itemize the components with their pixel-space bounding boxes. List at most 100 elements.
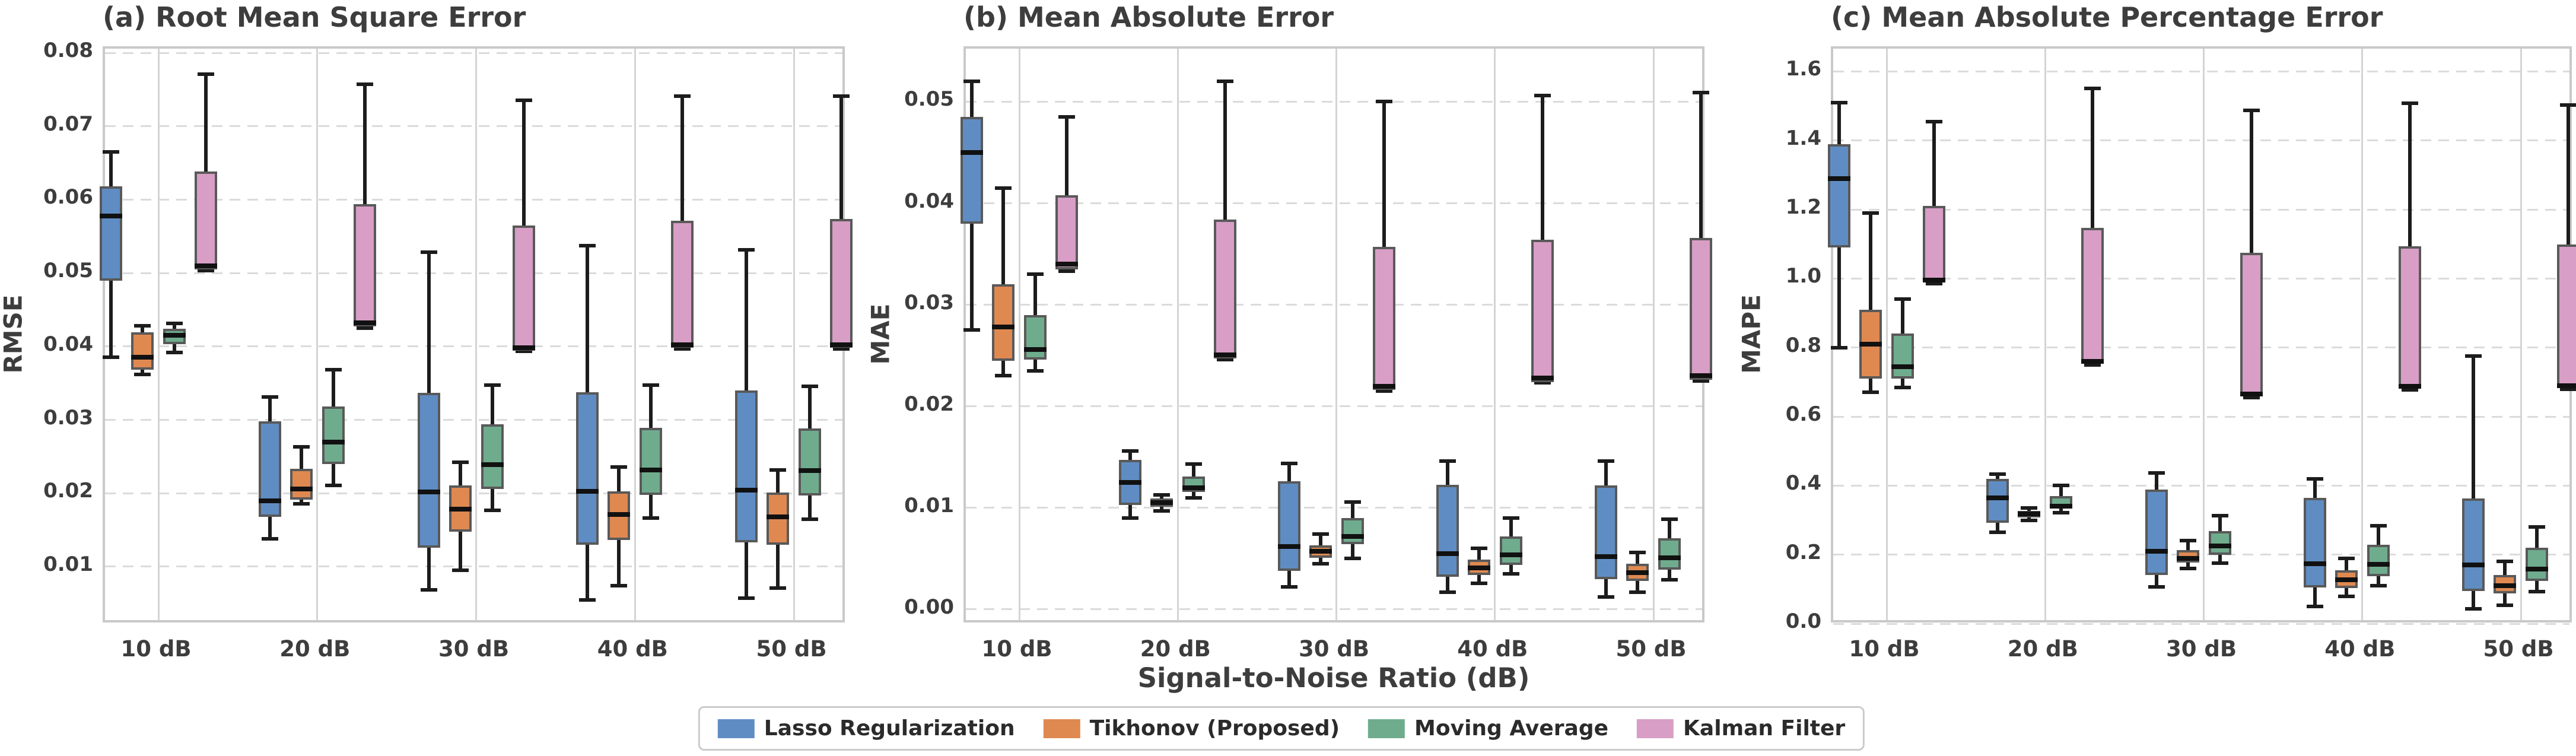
boxplot-a-30db-tikhonov-cap-top: [451, 460, 469, 465]
legend-label-tikhonov: Tikhonov (Proposed): [1089, 716, 1340, 741]
boxplot-c-40db-kalman-box: [2398, 246, 2421, 389]
boxplot-c-20db-tikhonov-median: [2018, 512, 2041, 517]
boxplot-c-10db-lasso-cap-top: [1831, 100, 1847, 104]
h-gridline: [1833, 70, 2569, 72]
y-tick-label: 0.07: [43, 112, 93, 136]
boxplot-a-50db-moving-box: [799, 428, 821, 495]
boxplot-a-30db-lasso-box: [417, 392, 440, 548]
boxplot-a-40db-lasso-cap-top: [579, 244, 596, 248]
boxplot-a-50db-moving-cap-top: [802, 384, 818, 388]
boxplot-b-20db-kalman-cap-top: [1217, 80, 1234, 84]
x-axis-label: Signal-to-Noise Ratio (dB): [1137, 662, 1530, 694]
boxplot-a-20db-lasso-cap-bottom: [261, 536, 278, 541]
boxplot-c-50db-kalman-median: [2557, 383, 2576, 388]
h-gridline: [105, 198, 842, 201]
boxplot-b-30db-lasso-median: [1277, 544, 1300, 549]
boxplot-a-10db-kalman-median: [195, 263, 217, 268]
h-gridline: [966, 304, 1702, 306]
boxplot-c-40db-kalman-cap-top: [2401, 101, 2418, 105]
boxplot-c-50db-moving-cap-bottom: [2529, 589, 2545, 593]
h-gridline: [1833, 277, 2569, 279]
boxplot-a-20db-tikhonov-box: [290, 469, 313, 500]
boxplot-a-30db-kalman-median: [512, 345, 535, 351]
boxplot-c-30db-kalman-cap-top: [2243, 109, 2260, 113]
boxplot-a-30db-moving-median: [481, 462, 504, 467]
boxplot-b-10db-lasso-cap-top: [963, 80, 980, 84]
boxplot-c-40db-tikhonov-median: [2335, 577, 2358, 583]
boxplot-c-20db-moving-cap-bottom: [2053, 510, 2070, 514]
v-gridline: [1885, 49, 1888, 620]
boxplot-c-10db-tikhonov-cap-bottom: [1862, 390, 1879, 395]
boxplot-b-30db-tikhonov-median: [1309, 549, 1332, 554]
boxplot-c-20db-kalman-cap-top: [2084, 87, 2101, 91]
legend-label-lasso: Lasso Regularization: [764, 716, 1015, 741]
boxplot-b-20db-tikhonov-cap-top: [1153, 493, 1171, 497]
h-gridline: [1833, 347, 2569, 349]
boxplot-c-30db-kalman-median: [2240, 392, 2263, 397]
boxplot-b-10db-moving-median: [1024, 347, 1047, 352]
boxplot-b-40db-tikhonov-cap-bottom: [1470, 581, 1487, 585]
boxplot-b-50db-moving-median: [1658, 555, 1681, 560]
boxplot-a-10db-kalman-box: [195, 171, 217, 269]
boxplot-c-10db-kalman-cap-top: [1926, 119, 1942, 123]
x-tick-label-a-2: 30 dB: [438, 636, 510, 662]
h-gridline: [966, 405, 1702, 408]
y-tick-label: 1.0: [1785, 264, 1821, 288]
boxplot-a-10db-lasso-median: [100, 213, 122, 218]
y-tick-label: 0.6: [1785, 402, 1821, 427]
h-gridline: [1833, 415, 2569, 418]
boxplot-a-20db-kalman-cap-bottom: [356, 326, 373, 330]
boxplot-b-30db-moving-box: [1341, 518, 1364, 545]
y-tick-label: 1.2: [1785, 195, 1821, 220]
boxplot-c-30db-lasso-median: [2145, 548, 2168, 554]
boxplot-c-30db-moving-box: [2208, 531, 2231, 555]
boxplot-c-20db-kalman-whisker: [2091, 88, 2095, 365]
boxplot-a-40db-tikhonov-cap-top: [610, 465, 628, 469]
boxplot-a-10db-moving-cap-top: [166, 322, 183, 326]
y-tick-label: 0.04: [904, 189, 954, 213]
boxplot-a-40db-lasso-box: [576, 392, 599, 545]
legend-label-kalman: Kalman Filter: [1683, 716, 1846, 741]
boxplot-a-50db-tikhonov-median: [767, 514, 789, 519]
boxplot-c-40db-tikhonov-cap-bottom: [2338, 595, 2355, 599]
h-gridline: [1833, 554, 2569, 556]
y-tick-label: 0.00: [904, 595, 954, 619]
y-tick-label: 0.08: [43, 39, 93, 63]
v-gridline: [2520, 49, 2522, 620]
boxplot-a-30db-lasso-median: [417, 489, 440, 494]
boxplot-a-40db-lasso-median: [576, 488, 599, 494]
legend-label-moving: Moving Average: [1414, 716, 1609, 741]
boxplot-a-10db-lasso-cap-bottom: [103, 355, 119, 360]
boxplot-a-40db-tikhonov-median: [608, 512, 631, 517]
v-gridline: [1018, 49, 1020, 620]
x-tick-label-b-0: 10 dB: [981, 636, 1052, 662]
boxplot-a-40db-tikhonov-cap-bottom: [610, 584, 628, 588]
boxplot-a-50db-moving-cap-bottom: [802, 517, 818, 521]
boxplot-a-10db-lasso-cap-top: [103, 150, 119, 154]
boxplot-b-20db-kalman-box: [1214, 219, 1237, 359]
boxplot-b-10db-tikhonov-box: [992, 284, 1015, 361]
boxplot-c-10db-tikhonov-cap-top: [1862, 211, 1879, 215]
boxplot-c-20db-lasso-box: [1986, 478, 2009, 523]
boxplot-c-10db-moving-cap-bottom: [1894, 385, 1911, 389]
boxplot-a-30db-moving-cap-top: [484, 383, 501, 387]
boxplot-b-50db-lasso-box: [1595, 485, 1617, 579]
boxplot-a-50db-lasso-cap-top: [738, 247, 755, 252]
boxplot-b-40db-moving-cap-bottom: [1502, 572, 1519, 576]
boxplot-a-40db-moving-box: [640, 428, 663, 495]
legend-item-tikhonov: Tikhonov (Proposed): [1043, 716, 1340, 741]
boxplot-b-50db-moving-cap-bottom: [1661, 578, 1678, 582]
legend-item-lasso: Lasso Regularization: [717, 716, 1015, 741]
h-gridline: [105, 125, 842, 128]
boxplot-b-10db-lasso-box: [961, 117, 983, 224]
boxplot-c-30db-lasso-box: [2145, 490, 2168, 575]
panel-title-b: (b) Mean Absolute Error: [963, 1, 1334, 33]
boxplot-c-40db-moving-median: [2367, 561, 2390, 567]
boxplot-b-40db-tikhonov-median: [1467, 565, 1490, 570]
x-tick-label-b-3: 40 dB: [1457, 636, 1528, 662]
y-tick-label: 0.01: [43, 552, 93, 576]
boxplot-c-20db-kalman-box: [2081, 227, 2104, 364]
y-tick-label: 0.02: [43, 479, 93, 503]
boxplot-a-10db-kalman-cap-bottom: [198, 269, 214, 273]
boxplot-b-20db-tikhonov-cap-bottom: [1153, 509, 1171, 513]
